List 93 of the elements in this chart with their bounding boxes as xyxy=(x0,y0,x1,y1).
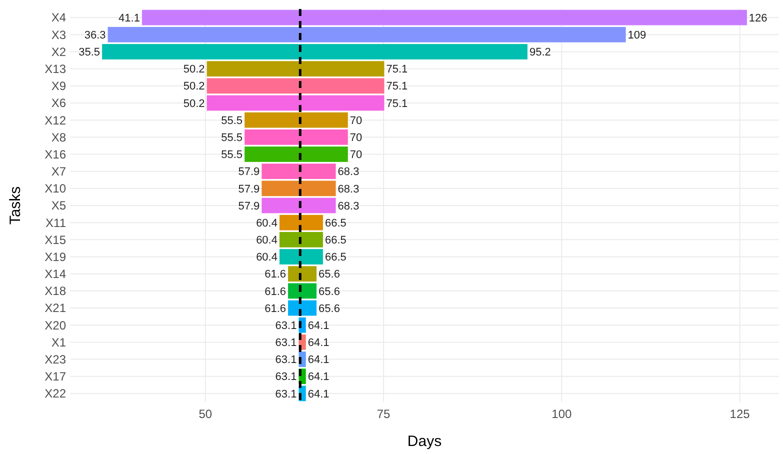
y-tick-label: X12 xyxy=(44,113,66,128)
annotation: 109 xyxy=(628,29,646,42)
annotation: 50.2 xyxy=(183,64,205,76)
bar xyxy=(244,146,348,162)
x-tick-label: 75 xyxy=(376,407,391,421)
annotation: 75.1 xyxy=(386,80,408,93)
annotation: 61.6 xyxy=(264,286,286,298)
y-tick-label: X17 xyxy=(44,370,66,384)
bar xyxy=(262,198,336,214)
y-tick-label: X21 xyxy=(44,301,66,316)
annotation: 70 xyxy=(350,149,362,162)
y-tick-label: X8 xyxy=(51,130,66,144)
bar xyxy=(142,10,747,26)
y-tick-label: X1 xyxy=(51,335,66,350)
bar xyxy=(279,249,323,264)
y-tick-label: X20 xyxy=(44,318,66,332)
annotation: 57.9 xyxy=(238,183,260,196)
annotation: 68.3 xyxy=(338,200,360,212)
annotation: 64.1 xyxy=(308,388,330,400)
annotation: 41.1 xyxy=(118,12,140,24)
annotation: 66.5 xyxy=(324,217,346,230)
annotation: 64.1 xyxy=(308,371,330,384)
y-tick-label: X3 xyxy=(51,28,66,42)
bar xyxy=(288,283,317,299)
annotation: 64.1 xyxy=(308,320,330,332)
y-tick-label: X13 xyxy=(44,62,66,76)
y-tick-label: X6 xyxy=(51,96,66,110)
annotation: 63.1 xyxy=(275,354,297,366)
bar xyxy=(244,129,348,145)
annotation: 63.1 xyxy=(275,371,297,384)
annotation: 55.5 xyxy=(221,114,243,127)
annotation: 60.4 xyxy=(256,234,278,247)
bar xyxy=(288,266,317,282)
annotation: 75.1 xyxy=(386,64,408,76)
bar xyxy=(262,180,336,196)
x-tick-label: 125 xyxy=(730,407,750,421)
annotation: 60.4 xyxy=(256,252,278,264)
y-tick-label: X23 xyxy=(44,352,66,366)
y-tick-label: X19 xyxy=(44,250,66,264)
bar xyxy=(206,78,384,94)
bar xyxy=(206,61,384,76)
annotation: 68.3 xyxy=(338,183,360,196)
annotation: 63.1 xyxy=(275,320,297,332)
annotation: 36.3 xyxy=(84,29,106,42)
annotation: 75.1 xyxy=(386,98,408,110)
annotation: 66.5 xyxy=(324,234,346,247)
bar xyxy=(108,26,626,42)
y-tick-label: X15 xyxy=(44,232,66,247)
annotation: 55.5 xyxy=(221,132,243,144)
y-tick-label: X16 xyxy=(44,147,66,162)
annotation: 61.6 xyxy=(264,302,286,315)
x-tick-label: 50 xyxy=(198,407,212,421)
x-axis-title: Days xyxy=(407,433,442,450)
annotation: 57.9 xyxy=(238,200,260,212)
annotation: 68.3 xyxy=(338,166,360,178)
bar xyxy=(279,232,323,248)
annotation: 70 xyxy=(350,114,362,127)
y-tick-label: X11 xyxy=(46,216,66,230)
annotation: 64.1 xyxy=(308,354,330,366)
annotation: 50.2 xyxy=(183,98,205,110)
y-tick-label: X10 xyxy=(44,182,66,196)
annotation: 61.6 xyxy=(264,268,286,281)
annotation: 70 xyxy=(350,132,362,144)
annotation: 65.6 xyxy=(318,286,340,298)
annotation: 35.5 xyxy=(78,46,100,59)
bar xyxy=(206,95,384,111)
annotation: 63.1 xyxy=(275,337,297,350)
annotation: 66.5 xyxy=(324,252,346,264)
y-tick-label: X22 xyxy=(44,386,66,401)
y-tick-label: X18 xyxy=(44,284,66,298)
annotation: 95.2 xyxy=(529,46,551,59)
y-tick-label: X5 xyxy=(51,198,66,213)
bar xyxy=(288,300,317,316)
annotation: 60.4 xyxy=(256,217,278,230)
y-tick-label: X2 xyxy=(51,44,66,59)
y-tick-label: X14 xyxy=(44,267,66,282)
y-tick-label: X4 xyxy=(51,10,66,25)
annotation: 126 xyxy=(748,12,768,24)
annotation: 65.6 xyxy=(318,302,340,315)
y-tick-label: X7 xyxy=(51,164,66,179)
annotation: 64.1 xyxy=(308,337,330,350)
bar xyxy=(102,44,528,60)
bar xyxy=(262,164,336,180)
y-tick-label: X9 xyxy=(51,79,66,94)
annotation: 50.2 xyxy=(183,80,205,93)
bar xyxy=(244,112,348,128)
annotation: 65.6 xyxy=(318,268,340,281)
annotation: 55.5 xyxy=(221,149,243,162)
x-tick-label: 100 xyxy=(552,407,572,421)
annotation: 57.9 xyxy=(238,166,260,178)
y-axis-title: Tasks xyxy=(7,186,24,225)
annotation: 63.1 xyxy=(275,388,297,400)
bar xyxy=(279,214,323,230)
